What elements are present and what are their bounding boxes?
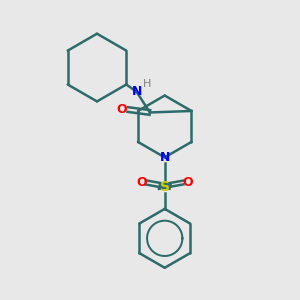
- Text: S: S: [160, 180, 170, 194]
- Text: O: O: [116, 103, 127, 116]
- Text: N: N: [160, 151, 170, 164]
- Text: H: H: [143, 80, 151, 89]
- Text: O: O: [136, 176, 147, 189]
- Text: O: O: [182, 176, 193, 189]
- Text: N: N: [132, 85, 142, 98]
